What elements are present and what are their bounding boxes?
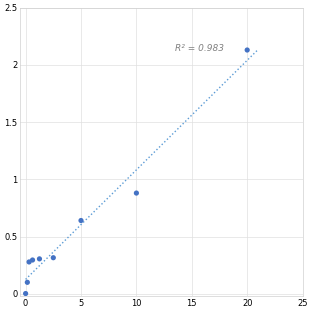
Point xyxy=(23,291,28,296)
Point xyxy=(25,280,30,285)
Text: R² = 0.983: R² = 0.983 xyxy=(175,44,224,53)
Point xyxy=(30,257,35,262)
Point xyxy=(134,191,139,196)
Point xyxy=(27,260,32,265)
Point xyxy=(51,255,56,260)
Point xyxy=(79,218,84,223)
Point xyxy=(245,47,250,52)
Point xyxy=(37,256,42,261)
